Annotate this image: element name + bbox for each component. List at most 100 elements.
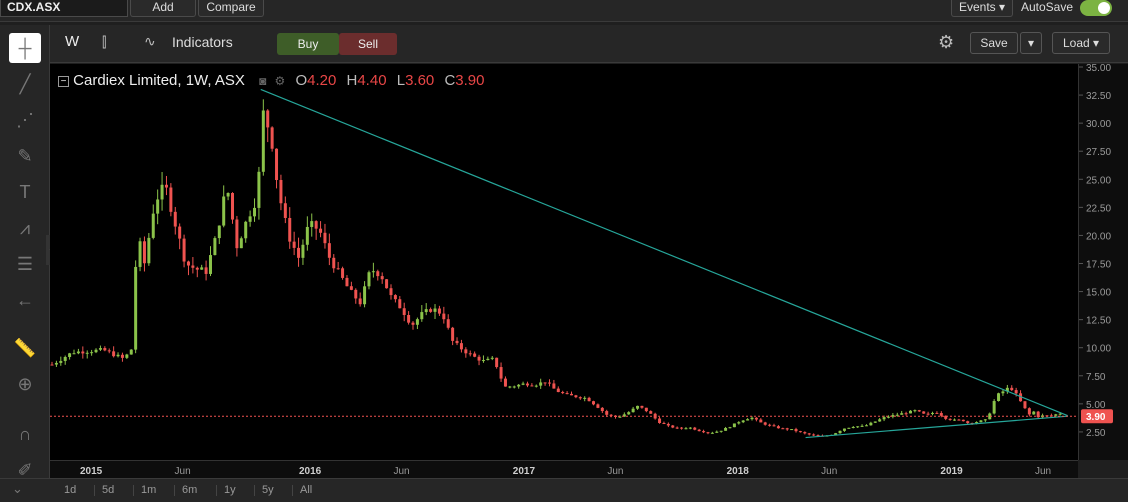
- candle: [869, 421, 873, 426]
- candle: [706, 431, 710, 435]
- events-dropdown[interactable]: Events ▾: [951, 0, 1013, 17]
- prediction-icon[interactable]: ☰: [16, 254, 34, 274]
- candle: [191, 257, 195, 274]
- crosshair-icon[interactable]: ┼: [9, 33, 41, 63]
- candle: [244, 220, 248, 243]
- back-arrow-icon[interactable]: ←: [16, 290, 34, 310]
- candle: [451, 326, 455, 346]
- symbol-input[interactable]: CDX.ASX: [0, 0, 128, 17]
- candle: [164, 175, 168, 196]
- candle: [253, 198, 257, 222]
- trendline[interactable]: [260, 88, 1068, 417]
- candle: [235, 215, 239, 257]
- text-icon[interactable]: T: [19, 182, 31, 202]
- candle: [226, 192, 230, 201]
- settings-gear-icon[interactable]: ⚙: [938, 32, 955, 52]
- candle: [107, 348, 111, 354]
- candle: [1023, 401, 1027, 410]
- range-5y[interactable]: 5y: [262, 484, 274, 496]
- magnet-icon[interactable]: ∩: [18, 424, 32, 444]
- candle: [275, 148, 279, 189]
- candles-icon[interactable]: ⫿: [102, 34, 107, 50]
- open-key: O: [295, 72, 308, 89]
- legend-settings-icon[interactable]: ⚙: [274, 74, 286, 88]
- range-all[interactable]: All: [300, 484, 313, 496]
- buy-button[interactable]: Buy: [277, 33, 339, 55]
- candle: [248, 210, 252, 227]
- candle: [217, 225, 221, 245]
- candle: [398, 296, 402, 309]
- compare-button[interactable]: Compare: [198, 0, 264, 17]
- candle: [763, 421, 767, 426]
- zoom-in-icon[interactable]: ⊕: [17, 374, 33, 394]
- candle: [50, 361, 54, 366]
- range-separator: [216, 485, 217, 496]
- candle: [116, 352, 120, 358]
- candle: [658, 416, 662, 424]
- candle: [81, 346, 85, 359]
- trend-line-icon[interactable]: ╱: [19, 74, 31, 94]
- candle: [728, 426, 732, 429]
- candle: [636, 405, 640, 410]
- candle: [539, 378, 543, 389]
- candle: [266, 109, 270, 143]
- lock-drawing-icon[interactable]: ✐: [17, 460, 33, 480]
- collapse-legend-icon[interactable]: −: [58, 76, 69, 87]
- interval-selector[interactable]: W: [65, 33, 80, 50]
- collapse-bottom-icon[interactable]: ⌄: [12, 481, 23, 496]
- trendline[interactable]: [805, 415, 1068, 439]
- range-1m[interactable]: 1m: [141, 484, 157, 496]
- candle: [908, 410, 912, 414]
- save-dropdown-chevron-icon[interactable]: ▾: [1020, 32, 1042, 54]
- chart-area[interactable]: [50, 64, 1078, 460]
- candle: [415, 317, 419, 330]
- candle: [68, 352, 72, 360]
- candle: [891, 413, 895, 419]
- candle: [556, 386, 560, 393]
- pattern-icon[interactable]: ⩘: [19, 218, 31, 238]
- price-plot[interactable]: [50, 64, 1078, 460]
- candle: [587, 396, 591, 402]
- candle: [270, 126, 274, 152]
- candle: [486, 356, 490, 361]
- candle: [200, 264, 204, 270]
- candle: [120, 352, 124, 362]
- visibility-icon[interactable]: ◙: [259, 74, 267, 88]
- add-button[interactable]: Add: [130, 0, 196, 17]
- indicators-icon[interactable]: ∿: [144, 33, 156, 49]
- candle: [983, 419, 987, 423]
- load-button[interactable]: Load ▾: [1052, 32, 1110, 54]
- candle: [856, 426, 860, 428]
- range-1y[interactable]: 1y: [224, 484, 236, 496]
- candle: [314, 220, 318, 240]
- range-6m[interactable]: 6m: [182, 484, 198, 496]
- range-5d[interactable]: 5d: [102, 484, 115, 496]
- candle: [138, 237, 142, 272]
- candle: [873, 421, 877, 423]
- x-tick-label: 2015: [80, 466, 103, 477]
- candle: [900, 410, 904, 415]
- autosave-toggle[interactable]: [1080, 0, 1112, 16]
- candle: [288, 207, 292, 249]
- range-1d[interactable]: 1d: [64, 484, 77, 496]
- price-axis[interactable]: 2.50 5.00 7.50 10.00 12.50 15.00 17.50 20.00 22.…: [1078, 63, 1128, 460]
- candle: [781, 427, 785, 430]
- candle: [904, 411, 908, 416]
- close-value: 3.90: [455, 72, 485, 89]
- candle: [979, 419, 983, 423]
- candle: [90, 349, 94, 356]
- y-tick-label: 32.50: [1086, 91, 1111, 102]
- candle: [94, 348, 98, 354]
- sell-button[interactable]: Sell: [339, 33, 397, 55]
- brush-icon[interactable]: ✎: [17, 146, 33, 166]
- range-separator: [133, 485, 134, 496]
- candle: [939, 411, 943, 418]
- candle: [341, 266, 345, 280]
- save-button[interactable]: Save: [970, 32, 1018, 54]
- candle: [231, 192, 235, 224]
- indicators-button[interactable]: Indicators: [172, 34, 233, 50]
- time-axis[interactable]: 2015 Jun 2016 Jun 2017 Jun 2018 Jun 2019 Jun: [50, 460, 1078, 478]
- fib-icon[interactable]: ⋰: [16, 110, 34, 130]
- candle: [459, 339, 463, 353]
- ruler-icon[interactable]: 📏: [13, 338, 37, 358]
